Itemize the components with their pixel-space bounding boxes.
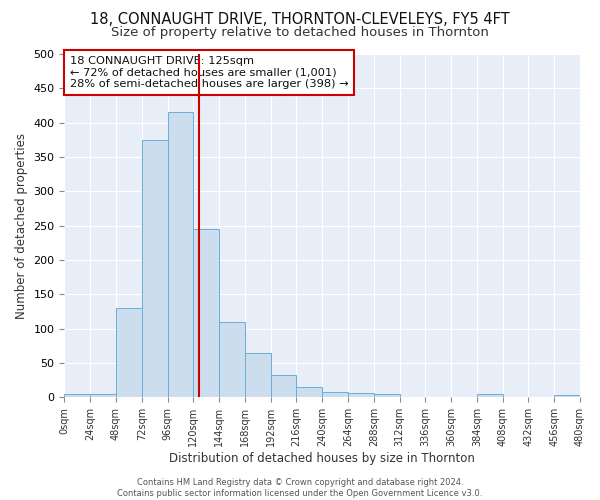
Bar [219,322,245,398]
Bar [374,394,400,398]
Text: Contains HM Land Registry data © Crown copyright and database right 2024.
Contai: Contains HM Land Registry data © Crown c… [118,478,482,498]
Bar [296,387,322,398]
Bar [167,112,193,398]
Bar [116,308,142,398]
Bar [90,394,116,398]
Bar [271,375,296,398]
Text: 18, CONNAUGHT DRIVE, THORNTON-CLEVELEYS, FY5 4FT: 18, CONNAUGHT DRIVE, THORNTON-CLEVELEYS,… [90,12,510,28]
Bar [245,353,271,398]
Bar [477,394,503,398]
Bar [142,140,167,398]
Text: Size of property relative to detached houses in Thornton: Size of property relative to detached ho… [111,26,489,39]
Bar [64,394,90,398]
Bar [348,394,374,398]
Bar [193,229,219,398]
Bar [554,396,580,398]
Y-axis label: Number of detached properties: Number of detached properties [15,132,28,318]
X-axis label: Distribution of detached houses by size in Thornton: Distribution of detached houses by size … [169,452,475,465]
Text: 18 CONNAUGHT DRIVE: 125sqm
← 72% of detached houses are smaller (1,001)
28% of s: 18 CONNAUGHT DRIVE: 125sqm ← 72% of deta… [70,56,348,89]
Bar [322,392,348,398]
